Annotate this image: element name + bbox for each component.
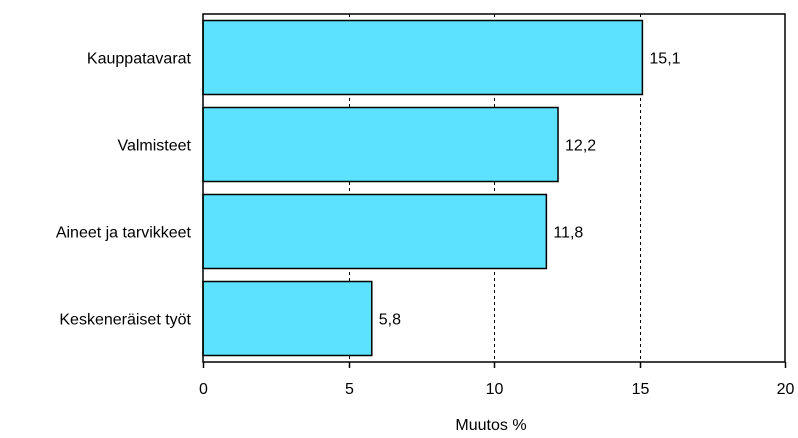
tick-label: 5 [345, 381, 354, 398]
bar [202, 19, 644, 96]
x-axis-label: Muutos % [455, 417, 526, 434]
category-label: Valmisteet [117, 138, 191, 155]
value-label: 11,8 [553, 225, 583, 242]
bar [202, 193, 548, 270]
category-label: Keskeneräiset työt [59, 312, 191, 329]
bar [202, 280, 373, 357]
tick-label: 10 [486, 381, 504, 398]
bar [202, 106, 559, 183]
value-labels: 15,1 12,2 11,8 5,8 [379, 51, 681, 329]
value-label: 5,8 [379, 312, 401, 329]
category-label: Aineet ja tarvikkeet [56, 225, 192, 242]
tick-label: 0 [199, 381, 208, 398]
value-label: 15,1 [649, 51, 680, 68]
category-label: Kauppatavarat [87, 51, 192, 68]
x-axis-ticks: 0 5 10 15 20 [199, 362, 795, 398]
value-label: 12,2 [565, 138, 596, 155]
category-labels: Kauppatavarat Valmisteet Aineet ja tarvikk… [56, 51, 192, 329]
tick-label: 15 [632, 381, 650, 398]
bars [202, 19, 644, 357]
tick-label: 20 [777, 381, 795, 398]
